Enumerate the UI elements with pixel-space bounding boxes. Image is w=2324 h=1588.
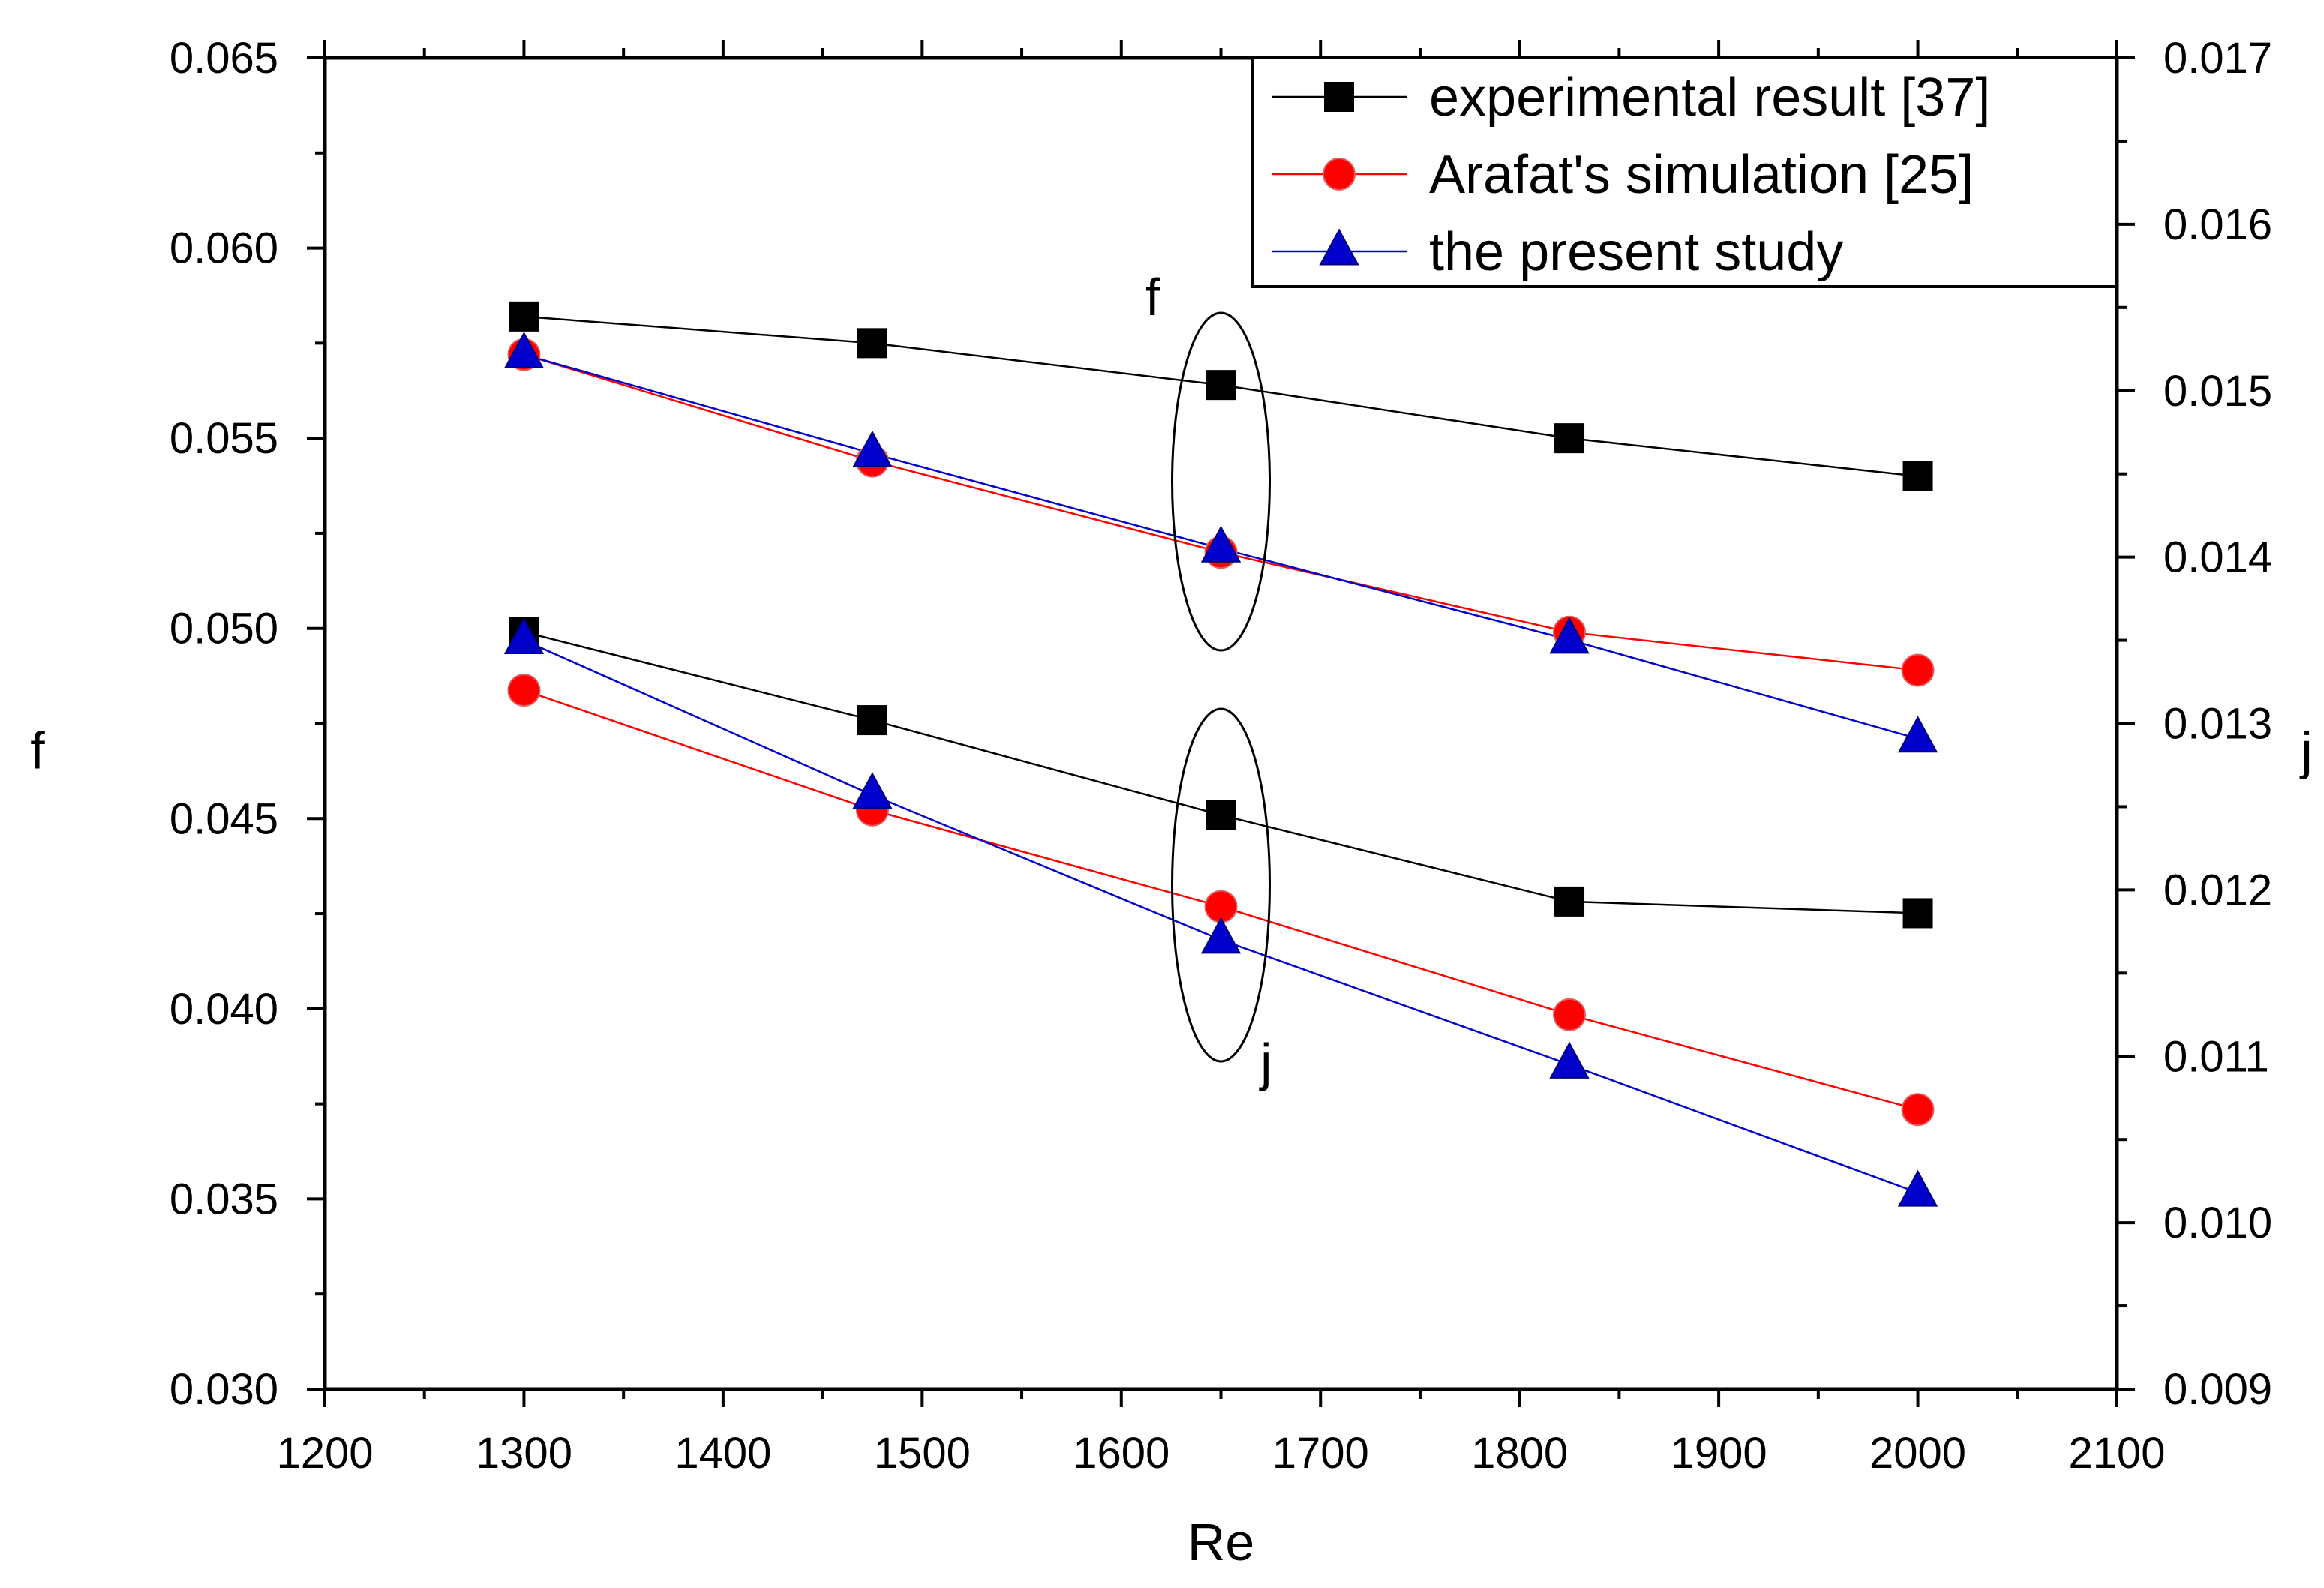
x-tick-label: 1400 (674, 1429, 771, 1478)
y-tick-label: 0.055 (170, 414, 278, 463)
data-point-j-square (1902, 898, 1933, 929)
x-axis-title: Re (1188, 1513, 1254, 1571)
series-markers (503, 301, 1938, 1207)
data-point-j-square (857, 705, 887, 736)
x-tick-label: 1200 (276, 1429, 373, 1478)
y2-tick-label: 0.016 (2163, 200, 2272, 249)
x-tick-label: 1600 (1073, 1429, 1170, 1478)
data-point-f-square (509, 301, 539, 332)
y2-tick-label: 0.011 (2163, 1032, 2269, 1081)
legend-label: the present study (1429, 222, 1843, 282)
series-line-j-square (524, 631, 1918, 914)
legend-marker (1319, 228, 1359, 266)
f-group-ellipse (1171, 311, 1271, 652)
data-point-f-square (1206, 370, 1236, 401)
x-tick-label: 1800 (1471, 1429, 1568, 1478)
data-point-j-triangle (503, 617, 545, 655)
y-tick-label: 0.030 (170, 1365, 278, 1414)
y-tick-label: 0.040 (170, 985, 278, 1034)
data-point-f-triangle (852, 430, 893, 467)
plot-frame (323, 56, 2119, 1391)
x-tick-label: 1500 (874, 1429, 971, 1478)
y2-tick-label: 0.015 (2163, 367, 2272, 416)
data-point-j-circle (507, 674, 541, 707)
annotations: f j (1145, 268, 1272, 1091)
j-group-ellipse (1171, 707, 1271, 1063)
j-group-label: j (1259, 1033, 1272, 1091)
data-point-f-square (1902, 461, 1933, 491)
y-tick-label: 0.060 (170, 224, 278, 273)
x-tick-label: 2000 (1869, 1429, 1966, 1478)
legend-label: Arafat's simulation [25] (1429, 145, 1974, 205)
data-point-f-triangle (1897, 716, 1938, 753)
data-point-j-triangle (1200, 917, 1242, 954)
x-tick-label: 1700 (1272, 1429, 1369, 1478)
data-point-f-triangle (1549, 617, 1590, 654)
data-point-j-triangle (1897, 1169, 1938, 1207)
data-point-j-triangle (1549, 1041, 1590, 1079)
y2-tick-label: 0.012 (2163, 866, 2272, 914)
axis-ticks: 1200 1300 1400 1500 1600 1700 1800 1900 2000 2100… (170, 34, 2272, 1478)
legend-label: experimental result [37] (1429, 68, 1990, 128)
y-tick-label: 0.050 (170, 605, 278, 653)
data-point-j-square (1206, 800, 1236, 830)
y-tick-label: 0.045 (170, 794, 278, 843)
y2-tick-label: 0.010 (2163, 1199, 2272, 1247)
legend: experimental result [37] Arafat's simulat… (1251, 56, 2118, 288)
y2-tick-label: 0.014 (2163, 533, 2272, 582)
legend-marker (1323, 158, 1356, 191)
f-group-label: f (1145, 268, 1160, 326)
data-point-f-circle (1901, 653, 1935, 687)
data-point-f-triangle (1200, 525, 1242, 563)
data-point-j-circle (1553, 998, 1587, 1031)
y-tick-label: 0.035 (170, 1175, 278, 1223)
data-point-j-circle (1901, 1093, 1935, 1127)
y2-tick-label: 0.017 (2163, 34, 2272, 83)
y2-tick-label: 0.013 (2163, 700, 2272, 749)
x-tick-label: 1900 (1671, 1429, 1767, 1478)
x-tick-label: 2100 (2068, 1429, 2165, 1478)
data-point-j-triangle (852, 772, 893, 809)
data-point-j-square (1554, 886, 1585, 917)
data-point-f-triangle (503, 331, 545, 369)
y2-axis-title: j (2299, 722, 2313, 780)
series-line-f-circle (524, 353, 1918, 671)
y2-tick-label: 0.009 (2163, 1365, 2272, 1414)
data-point-f-square (1554, 423, 1585, 454)
y-tick-label: 0.065 (170, 34, 278, 83)
y-axis-title: f (30, 722, 45, 780)
x-tick-label: 1300 (476, 1429, 572, 1478)
legend-marker (1324, 82, 1354, 112)
data-point-f-square (857, 328, 887, 359)
